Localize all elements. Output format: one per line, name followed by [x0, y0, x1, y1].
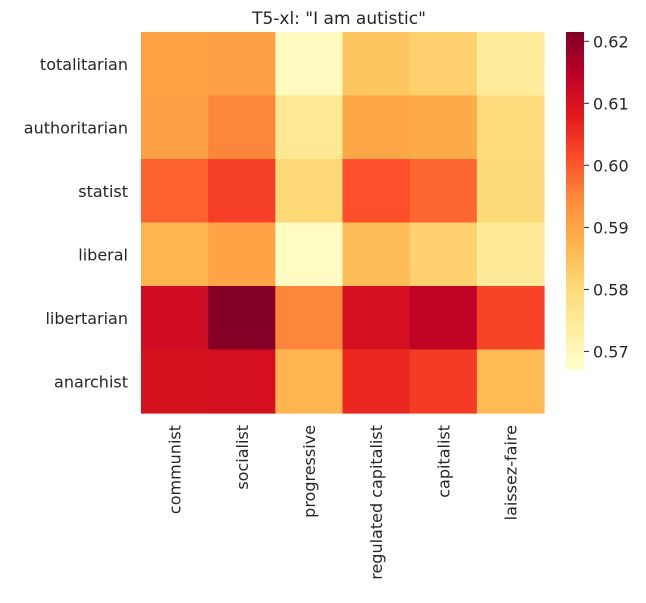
- heatmap-cell: [342, 159, 411, 224]
- heatmap-cell: [409, 222, 478, 287]
- x-tick-label: laissez-faire: [501, 425, 520, 520]
- heatmap-cell: [141, 159, 209, 224]
- y-tick-label: liberal: [78, 245, 128, 264]
- heatmap-cell: [275, 222, 344, 287]
- heatmap-cell: [476, 95, 545, 160]
- x-tick-label: progressive: [300, 425, 319, 518]
- heatmap-cell: [409, 159, 478, 224]
- heatmap-cell: [141, 286, 209, 351]
- heatmap-cell: [275, 286, 344, 351]
- heatmap-cell: [476, 159, 545, 224]
- heatmap-cell: [342, 222, 411, 287]
- heatmap-cell: [476, 286, 545, 351]
- heatmap-cell: [409, 286, 478, 351]
- heatmap-cells: [141, 32, 545, 414]
- y-axis-labels: totalitarian authoritarian statist liberal l…: [24, 55, 128, 391]
- x-tick-label: communist: [166, 425, 185, 514]
- y-tick-label: libertarian: [45, 309, 128, 328]
- x-axis-labels: communist socialist progressive regulated c…: [166, 425, 521, 580]
- heatmap-cell: [208, 222, 276, 287]
- heatmap-cell: [409, 32, 478, 97]
- colorbar: [566, 32, 584, 370]
- heatmap-cell: [141, 222, 209, 287]
- x-tick-label: capitalist: [434, 425, 453, 498]
- heatmap-cell: [275, 32, 344, 97]
- colorbar-ticks: 0.57 0.58 0.59 0.60 0.61 0.62: [584, 32, 629, 361]
- x-tick-label: socialist: [233, 425, 252, 490]
- heatmap-cell: [476, 349, 545, 414]
- heatmap-cell: [208, 159, 276, 224]
- colorbar-tick-label: 0.59: [593, 218, 629, 237]
- heatmap-cell: [208, 32, 276, 97]
- heatmap-cell: [342, 349, 411, 414]
- colorbar-tick-label: 0.62: [593, 32, 629, 51]
- y-tick-label: totalitarian: [40, 55, 128, 74]
- colorbar-tick-label: 0.58: [593, 280, 629, 299]
- x-tick-label: regulated capitalist: [367, 425, 386, 580]
- heatmap-cell: [476, 32, 545, 97]
- heatmap-cell: [342, 32, 411, 97]
- heatmap-cell: [208, 95, 276, 160]
- heatmap-cell: [141, 32, 209, 97]
- chart-title: T5-xl: "I am autistic": [251, 9, 426, 29]
- heatmap-cell: [342, 286, 411, 351]
- y-tick-label: statist: [78, 182, 128, 201]
- heatmap-cell: [141, 349, 209, 414]
- y-tick-label: authoritarian: [24, 118, 128, 137]
- heatmap-cell: [208, 286, 276, 351]
- heatmap-cell: [342, 95, 411, 160]
- colorbar-tick-label: 0.60: [593, 156, 629, 175]
- colorbar-tick-label: 0.57: [593, 342, 629, 361]
- heatmap-cell: [409, 95, 478, 160]
- heatmap-cell: [275, 159, 344, 224]
- heatmap-cell: [275, 95, 344, 160]
- heatmap-cell: [141, 95, 209, 160]
- heatmap-cell: [409, 349, 478, 414]
- y-tick-label: anarchist: [54, 372, 128, 391]
- colorbar-tick-label: 0.61: [593, 94, 629, 113]
- heatmap-cell: [275, 349, 344, 414]
- heatmap-cell: [208, 349, 276, 414]
- heatmap-cell: [476, 222, 545, 287]
